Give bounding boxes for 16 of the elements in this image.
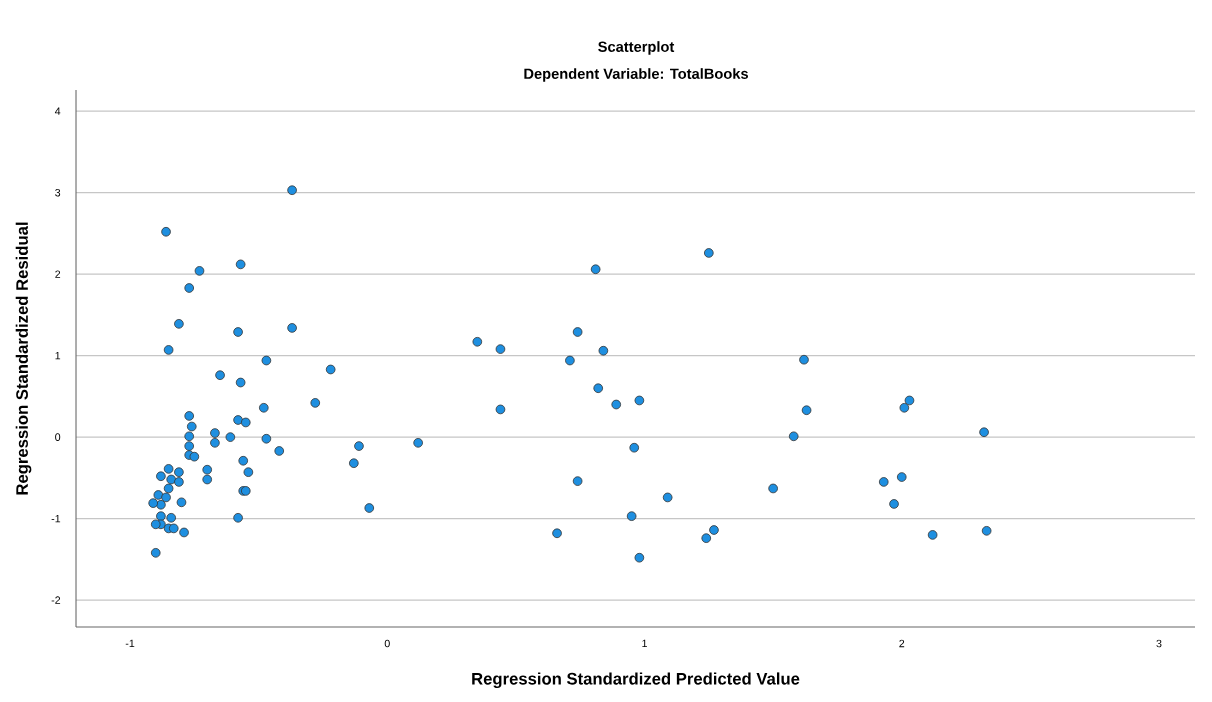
y-tick-label: 1 xyxy=(55,351,61,360)
x-tick-label: 2 xyxy=(899,639,905,648)
y-tick-label: -2 xyxy=(51,596,61,604)
y-tick-label: 2 xyxy=(55,270,61,278)
x-tick-label: 3 xyxy=(1156,639,1162,648)
y-axis-title: Regression Standardized Residual xyxy=(15,222,32,495)
x-tick-label: -1 xyxy=(125,639,135,648)
x-tick-label: 0 xyxy=(384,639,390,648)
y-tick-label: 0 xyxy=(55,433,61,441)
y-tick-label: 3 xyxy=(55,188,61,197)
y-tick-label: -1 xyxy=(51,514,61,523)
chart-title: Scatterplot xyxy=(598,41,675,55)
x-tick-label: 1 xyxy=(642,639,647,648)
y-tick-label: 4 xyxy=(54,107,61,115)
chart-subtitle: Dependent Variable: TotalBooks xyxy=(524,68,749,82)
x-axis-title: Regression Standardized Predicted Value xyxy=(472,672,800,689)
